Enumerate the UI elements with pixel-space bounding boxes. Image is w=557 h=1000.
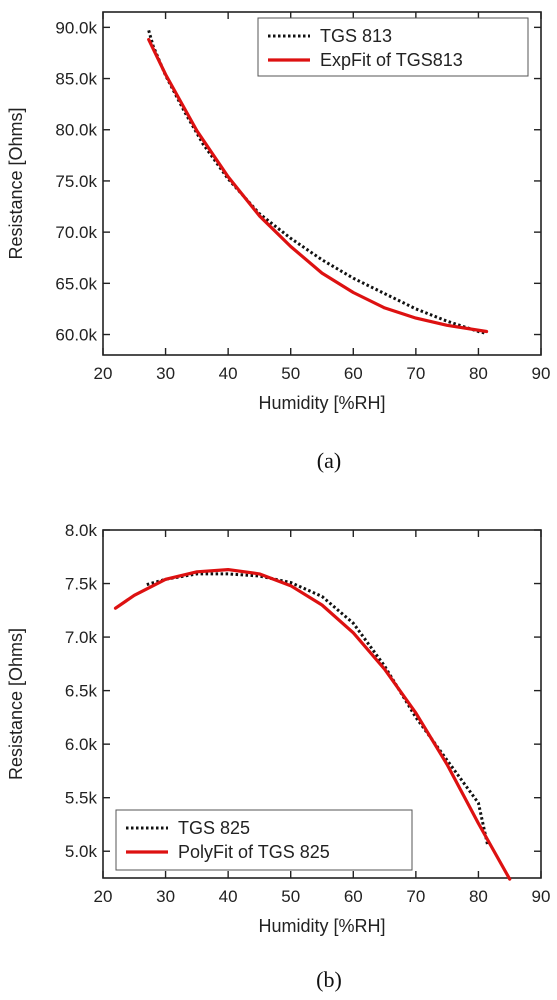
y-tick-label: 60.0k — [55, 326, 97, 345]
x-tick-label: 20 — [94, 887, 113, 906]
y-tick-label: 7.5k — [65, 575, 98, 594]
legend-box — [257, 17, 529, 77]
figure-caption: (b) — [316, 967, 342, 992]
legend-entry: ExpFit of TGS813 — [320, 50, 463, 70]
x-axis-label: Humidity [%RH] — [258, 393, 385, 413]
y-tick-label: 5.0k — [65, 842, 98, 861]
y-tick-label: 5.5k — [65, 789, 98, 808]
legend-entry: PolyFit of TGS 825 — [178, 842, 330, 862]
x-tick-label: 20 — [94, 364, 113, 383]
y-tick-label: 6.0k — [65, 735, 98, 754]
legend-entry: TGS 813 — [320, 26, 392, 46]
x-tick-label: 50 — [281, 887, 300, 906]
y-tick-label: 65.0k — [55, 274, 97, 293]
chart-a: 20 30 40 50 60 70 80 90 60.0k 65.0k 70.0k 75.0k 80.0… — [6, 11, 551, 473]
x-tick-label: 30 — [156, 887, 175, 906]
y-axis-label: Resistance [Ohms] — [6, 628, 26, 780]
x-tick-label: 70 — [406, 887, 425, 906]
legend-box — [115, 809, 413, 871]
fit-series-line — [147, 37, 489, 334]
y-tick-label: 6.5k — [65, 682, 98, 701]
plot-frame — [102, 11, 542, 356]
legend: TGS 813 ExpFit of TGS813 — [257, 17, 529, 77]
y-tick-label: 90.0k — [55, 18, 97, 37]
y-tick-label: 70.0k — [55, 223, 97, 242]
legend-entry: TGS 825 — [178, 818, 250, 838]
figure-caption: (a) — [317, 448, 341, 473]
y-tick-label: 7.0k — [65, 628, 98, 647]
x-tick-label: 60 — [344, 364, 363, 383]
x-tick-label: 60 — [344, 887, 363, 906]
plot-frame — [102, 529, 542, 879]
y-tick-label: 80.0k — [55, 121, 97, 140]
x-tick-label: 90 — [532, 364, 551, 383]
x-tick-label: 40 — [219, 364, 238, 383]
y-tick-label: 85.0k — [55, 70, 97, 89]
x-tick-label: 80 — [469, 364, 488, 383]
legend: TGS 825 PolyFit of TGS 825 — [115, 809, 413, 871]
y-tick-label: 8.0k — [65, 521, 98, 540]
x-axis-label: Humidity [%RH] — [258, 916, 385, 936]
x-tick-label: 40 — [219, 887, 238, 906]
x-tick-label: 90 — [532, 887, 551, 906]
x-tick-label: 70 — [406, 364, 425, 383]
y-tick-label: 75.0k — [55, 172, 97, 191]
x-tick-label: 50 — [281, 364, 300, 383]
x-tick-label: 80 — [469, 887, 488, 906]
chart-b: 20 30 40 50 60 70 80 90 5.0k 5.5k 6.0k 6.5k 7.0k 7.5k… — [6, 521, 550, 992]
measured-series-line — [146, 572, 490, 847]
y-axis-label: Resistance [Ohms] — [6, 107, 26, 259]
x-tick-label: 30 — [156, 364, 175, 383]
fit-series-line — [113, 567, 512, 881]
